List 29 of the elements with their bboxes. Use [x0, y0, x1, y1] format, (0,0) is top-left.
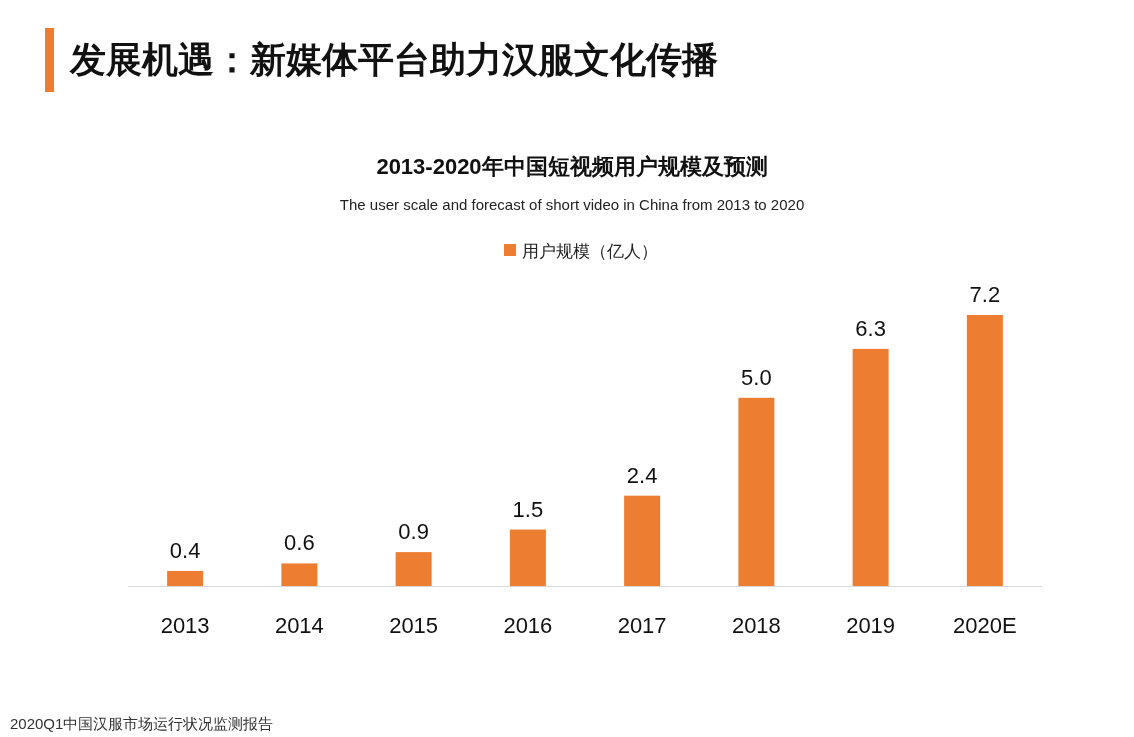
bar: [509, 529, 546, 586]
data-label: 0.6: [284, 530, 315, 556]
x-tick-label: 2013: [160, 613, 210, 638]
data-label: 2.4: [626, 462, 658, 488]
bar: [281, 563, 318, 586]
x-tick-label: 2018: [731, 613, 781, 638]
data-label: 6.3: [855, 315, 886, 341]
bar: [852, 348, 889, 586]
data-label: 7.2: [969, 282, 1001, 307]
data-label: 0.4: [169, 537, 201, 563]
bar: [738, 397, 775, 586]
data-label: 1.5: [512, 496, 544, 522]
legend-label: 用户规模（亿人）: [522, 242, 658, 261]
x-tick-label: 2016: [503, 613, 553, 638]
x-tick-label: 2014: [274, 613, 324, 638]
bar: [167, 570, 204, 586]
data-label: 5.0: [741, 364, 772, 390]
text: 发展机遇：新媒体平台助力汉服文化传播: [69, 39, 718, 80]
x-tick-label: 2017: [617, 613, 667, 638]
x-tick-label: 2020E: [953, 613, 1017, 638]
bar: [966, 315, 1003, 586]
chart-subtitle: The user scale and forecast of short video in China from 2013 to 2020: [339, 196, 805, 213]
text: 2020Q1中国汉服市场运行状况监测报告: [10, 715, 274, 732]
x-tick-label: 2019: [846, 613, 896, 638]
bar: [624, 495, 661, 586]
bar: [395, 552, 432, 586]
x-tick-label: 2015: [389, 613, 439, 638]
chart-title: 2013-2020年中国短视频用户规模及预测: [376, 154, 768, 179]
data-label: 0.9: [398, 519, 429, 545]
